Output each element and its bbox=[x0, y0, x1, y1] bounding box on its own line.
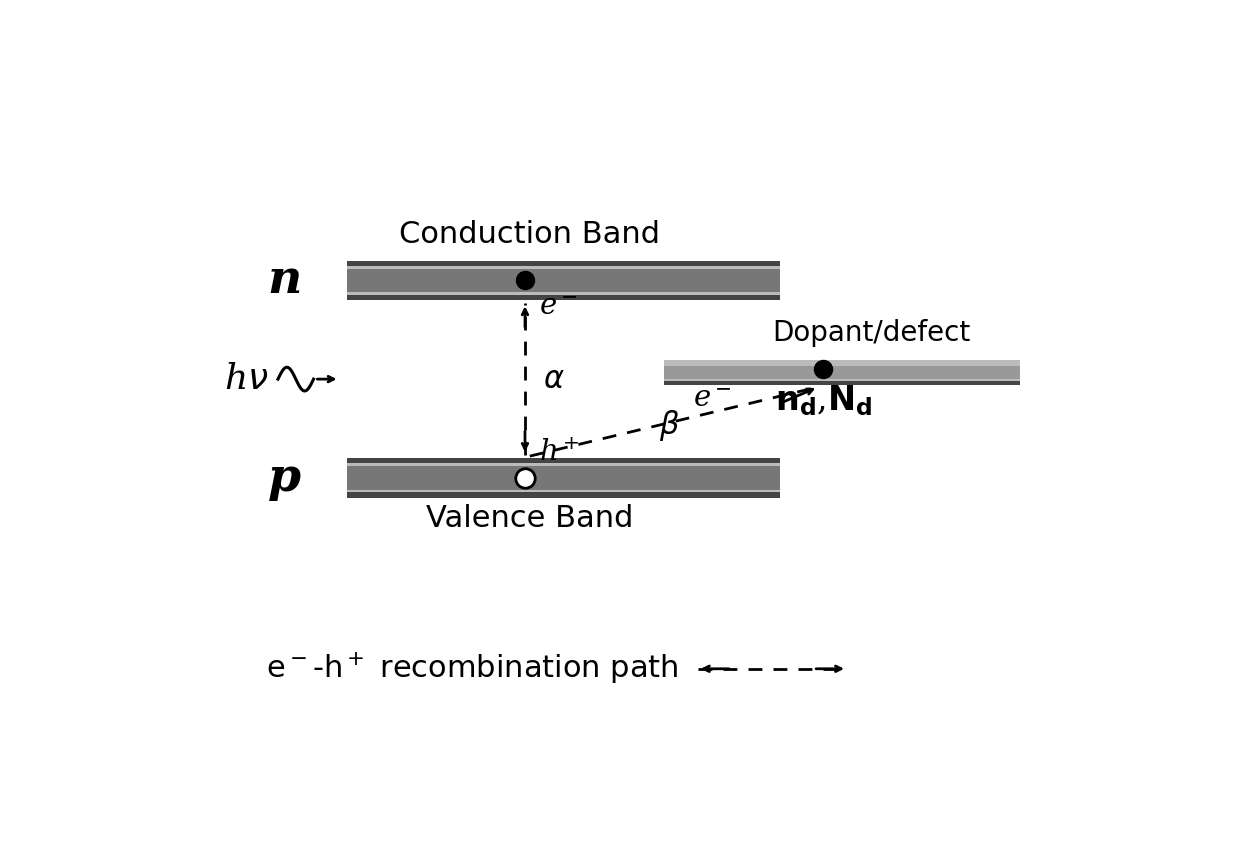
Text: $\alpha$: $\alpha$ bbox=[543, 363, 564, 395]
Text: p: p bbox=[268, 455, 301, 501]
Text: e$^-$: e$^-$ bbox=[539, 292, 578, 321]
Text: $\beta$: $\beta$ bbox=[658, 408, 680, 443]
Text: h$\nu$: h$\nu$ bbox=[224, 363, 269, 396]
Bar bbox=[347, 492, 780, 498]
Text: h$^+$: h$^+$ bbox=[539, 439, 579, 467]
Bar bbox=[665, 366, 1021, 379]
Bar bbox=[665, 360, 1021, 385]
Bar bbox=[665, 381, 1021, 385]
Text: Conduction Band: Conduction Band bbox=[399, 220, 660, 249]
Bar bbox=[347, 466, 780, 490]
Text: n: n bbox=[268, 257, 301, 304]
Bar bbox=[347, 261, 780, 266]
Text: Valence Band: Valence Band bbox=[427, 504, 634, 534]
Bar bbox=[347, 458, 780, 463]
Bar bbox=[347, 268, 780, 292]
Bar bbox=[347, 458, 780, 498]
Bar bbox=[347, 261, 780, 300]
Text: $\mathbf{n_d}$,$\mathbf{N_d}$: $\mathbf{n_d}$,$\mathbf{N_d}$ bbox=[775, 383, 872, 417]
Text: e$^-$-h$^+$ recombination path: e$^-$-h$^+$ recombination path bbox=[265, 652, 678, 687]
Text: Dopant/defect: Dopant/defect bbox=[771, 319, 970, 347]
Text: e$^-$: e$^-$ bbox=[693, 385, 732, 413]
Bar bbox=[347, 295, 780, 300]
